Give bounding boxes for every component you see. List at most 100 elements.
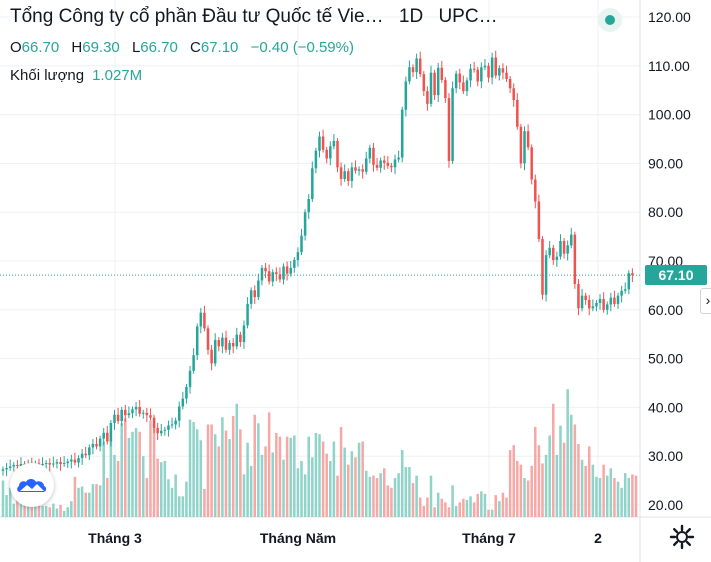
symbol-title[interactable]: Tổng Công ty cổ phần Đầu tư Quốc tế Vie… xyxy=(10,6,384,27)
volume-bar xyxy=(278,436,282,517)
candle-body xyxy=(311,168,314,200)
volume-bar xyxy=(530,465,533,517)
volume-bar xyxy=(418,497,422,517)
volume-bar xyxy=(124,418,127,517)
x-tick-label: Tháng 7 xyxy=(462,530,516,546)
volume-bar xyxy=(152,424,156,517)
candle-body xyxy=(469,68,472,81)
candle-body xyxy=(379,160,382,168)
volume-bar xyxy=(573,424,577,517)
volume-bar xyxy=(329,461,332,517)
interval-label[interactable]: 1D xyxy=(398,6,424,27)
x-tick-label: Tháng Năm xyxy=(260,530,336,546)
candle-body xyxy=(41,464,44,466)
volume-bar xyxy=(199,440,203,517)
candle-body xyxy=(88,447,91,456)
candle-body xyxy=(307,199,310,213)
candle-body xyxy=(559,240,562,257)
candle-body xyxy=(436,67,440,96)
volume-label: Khối lượng xyxy=(10,67,85,84)
volume-bar xyxy=(55,508,59,517)
candle-body xyxy=(354,167,357,171)
candle-body xyxy=(415,58,418,73)
volume-bar xyxy=(415,475,418,517)
volume-bar xyxy=(285,436,289,517)
candle-body xyxy=(77,458,80,463)
volume-bar xyxy=(210,424,213,517)
volume-bar xyxy=(408,467,411,517)
volume-value: 1.027M xyxy=(92,67,143,84)
cloud-logo-icon xyxy=(17,479,47,492)
candle-body xyxy=(598,299,602,303)
volume-bar xyxy=(303,474,307,517)
candle-body xyxy=(91,444,95,448)
volume-bar xyxy=(48,507,52,517)
candle-body xyxy=(580,295,584,309)
volume-bar xyxy=(393,478,397,517)
exchange-label[interactable]: UPC… xyxy=(438,6,498,27)
tradingview-logo[interactable] xyxy=(10,463,54,507)
gear-icon[interactable] xyxy=(668,523,696,551)
candle-body xyxy=(490,57,494,78)
volume-bar xyxy=(570,414,573,517)
volume-bar xyxy=(231,415,235,517)
volume-bar xyxy=(206,424,210,517)
candle-body xyxy=(152,417,156,428)
y-tick-label: 80.00 xyxy=(648,204,683,220)
candle-body xyxy=(519,126,523,164)
volume-bar xyxy=(375,478,379,517)
volume-bar xyxy=(109,439,113,517)
candle-body xyxy=(400,109,404,158)
volume-bar xyxy=(501,492,505,517)
candle-body xyxy=(271,272,275,282)
open-value: 66.70 xyxy=(21,39,60,56)
volume-bar xyxy=(390,487,393,517)
y-tick-label: 110.00 xyxy=(648,58,690,74)
candle-body xyxy=(623,289,627,291)
volume-bar xyxy=(159,462,163,517)
volume-bar xyxy=(242,474,246,517)
volume-bar xyxy=(458,502,462,517)
candle-body xyxy=(508,78,512,89)
candle-body xyxy=(16,464,19,466)
candle-body xyxy=(454,73,458,89)
candle-body xyxy=(264,267,267,272)
volume-bar xyxy=(587,446,591,517)
volume-bar xyxy=(382,468,386,517)
candle-body xyxy=(120,409,123,422)
candle-body xyxy=(631,273,634,276)
candle-body xyxy=(408,67,411,82)
candle-body xyxy=(66,461,69,464)
candle-body xyxy=(95,444,98,447)
volume-bar xyxy=(185,481,188,517)
volume-bar xyxy=(213,434,217,517)
candle-body xyxy=(361,169,364,172)
y-tick-label: 40.00 xyxy=(648,399,683,415)
volume-bar xyxy=(627,478,631,517)
candle-body xyxy=(62,463,66,465)
volume-bar xyxy=(260,454,264,517)
candle-body xyxy=(142,412,145,414)
volume-bar xyxy=(300,461,303,517)
market-status-icon[interactable] xyxy=(598,8,622,32)
candle-body xyxy=(260,267,264,281)
scroll-to-realtime-button[interactable]: › xyxy=(700,288,711,314)
volume-bar xyxy=(354,457,357,517)
candle-body xyxy=(102,432,105,439)
volume-bar xyxy=(357,442,361,517)
candle-body xyxy=(188,370,192,387)
high-label: H xyxy=(71,39,83,56)
volume-bar xyxy=(19,497,23,517)
candle-body xyxy=(321,136,325,150)
candle-body xyxy=(228,342,231,350)
candle-body xyxy=(447,98,451,161)
volume-bar xyxy=(591,464,595,517)
candle-body xyxy=(616,295,620,304)
candle-body xyxy=(134,406,138,410)
volume-bar xyxy=(411,482,415,517)
candle-body xyxy=(476,69,480,82)
volume-bar xyxy=(142,456,145,517)
candle-body xyxy=(429,72,433,104)
symbol-title-bar[interactable]: Tổng Công ty cổ phần Đầu tư Quốc tế Vie…… xyxy=(10,6,508,28)
